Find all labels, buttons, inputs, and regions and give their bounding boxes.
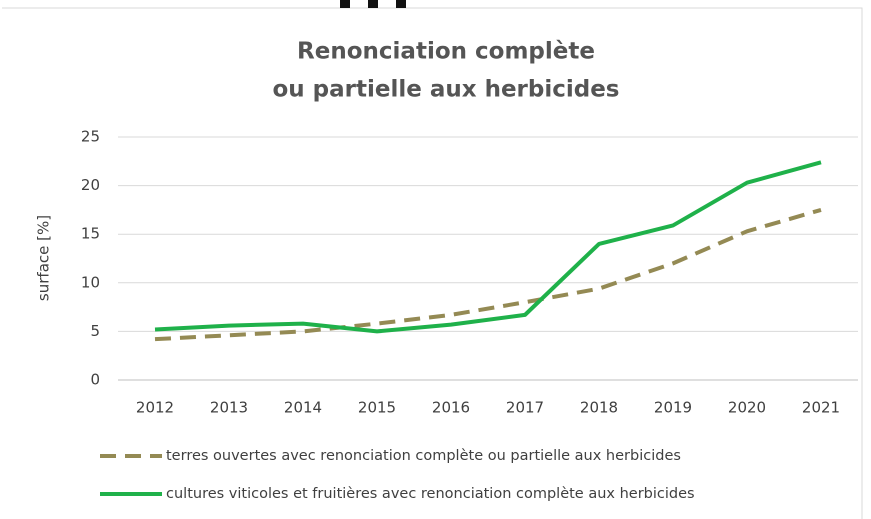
y-axis-label: surface [%] xyxy=(35,215,53,301)
x-tick-label: 2017 xyxy=(506,399,544,417)
chart-title: Renonciation complète xyxy=(297,39,595,65)
y-tick-label: 20 xyxy=(81,176,100,194)
x-tick-label: 2015 xyxy=(358,399,396,417)
cropped-artifact xyxy=(340,0,406,8)
x-tick-label: 2014 xyxy=(284,399,322,417)
y-tick-label: 5 xyxy=(90,322,100,340)
x-tick-label: 2018 xyxy=(580,399,618,417)
x-tick-label: 2012 xyxy=(136,399,174,417)
series-line xyxy=(154,207,822,342)
y-tick-label: 15 xyxy=(81,225,100,243)
legend-label: cultures viticoles et fruitières avec re… xyxy=(166,486,695,502)
legend-label: terres ouvertes avec renonciation complè… xyxy=(166,448,681,464)
y-tick-label: 25 xyxy=(81,128,100,146)
x-tick-label: 2021 xyxy=(802,399,840,417)
x-tick-label: 2019 xyxy=(654,399,692,417)
series-line xyxy=(154,160,822,334)
y-tick-label: 10 xyxy=(81,273,100,291)
x-tick-label: 2016 xyxy=(432,399,470,417)
x-tick-label: 2020 xyxy=(728,399,766,417)
x-tick-label: 2013 xyxy=(210,399,248,417)
chart-border xyxy=(2,7,863,519)
chart-title: ou partielle aux herbicides xyxy=(272,77,619,103)
y-tick-label: 0 xyxy=(90,371,100,389)
